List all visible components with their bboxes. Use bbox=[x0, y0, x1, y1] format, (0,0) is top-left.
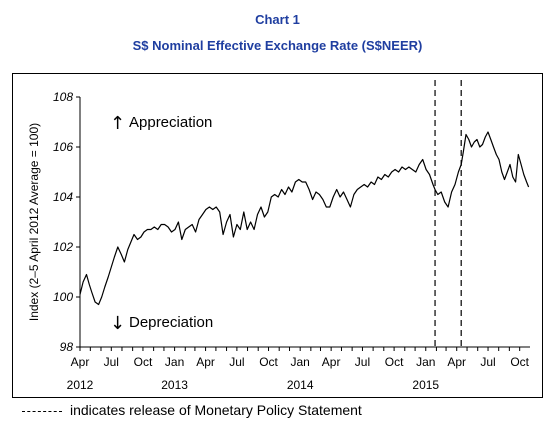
x-tick-label: Oct bbox=[510, 355, 529, 369]
x-tick-label: Jul bbox=[355, 355, 370, 369]
x-tick-label: Jan bbox=[416, 355, 435, 369]
x-tick-label: Apr bbox=[71, 355, 90, 369]
x-year-label: 2013 bbox=[161, 378, 188, 392]
depreciation-arrow-icon: ↓ bbox=[110, 313, 125, 334]
x-tick-label: Jan bbox=[165, 355, 184, 369]
x-tick-label: Jul bbox=[104, 355, 119, 369]
chart-title: S$ Nominal Effective Exchange Rate (S$NE… bbox=[132, 38, 423, 53]
y-tick-label: 106 bbox=[53, 140, 73, 154]
y-tick-label: 102 bbox=[53, 240, 73, 254]
x-year-label: 2015 bbox=[412, 378, 439, 392]
footnote-text: indicates release of Monetary Policy Sta… bbox=[70, 402, 362, 418]
x-tick-label: Oct bbox=[134, 355, 153, 369]
y-tick-label: 108 bbox=[53, 90, 73, 104]
x-year-label: 2012 bbox=[67, 378, 94, 392]
appreciation-label: Appreciation bbox=[129, 114, 212, 131]
x-tick-label: Apr bbox=[447, 355, 466, 369]
appreciation-arrow-icon: ↑ bbox=[110, 113, 125, 134]
y-axis-label: Index (2–5 April 2012 Average = 100) bbox=[27, 123, 41, 321]
depreciation-label: Depreciation bbox=[129, 314, 213, 331]
x-tick-label: Jul bbox=[229, 355, 244, 369]
x-tick-label: Apr bbox=[322, 355, 341, 369]
y-tick-label: 104 bbox=[53, 190, 73, 204]
x-tick-label: Jan bbox=[291, 355, 310, 369]
dash-legend-icon bbox=[22, 410, 62, 412]
x-tick-label: Apr bbox=[196, 355, 215, 369]
series-line bbox=[79, 131, 530, 306]
x-tick-label: Oct bbox=[385, 355, 404, 369]
footnote: indicates release of Monetary Policy Sta… bbox=[22, 402, 362, 418]
x-tick-label: Jul bbox=[480, 355, 495, 369]
plot-marks: ↑ Appreciation ↓ Depreciation bbox=[79, 80, 530, 347]
chart-frame bbox=[12, 73, 543, 398]
chart-number: Chart 1 bbox=[255, 12, 300, 27]
x-tick-label: Oct bbox=[259, 355, 278, 369]
x-year-label: 2014 bbox=[287, 378, 314, 392]
y-tick-label: 98 bbox=[60, 340, 74, 354]
y-tick-label: 100 bbox=[53, 290, 73, 304]
axes: 98 100 102 104 106 108 Index (2–5 April 2012 A… bbox=[27, 90, 530, 392]
